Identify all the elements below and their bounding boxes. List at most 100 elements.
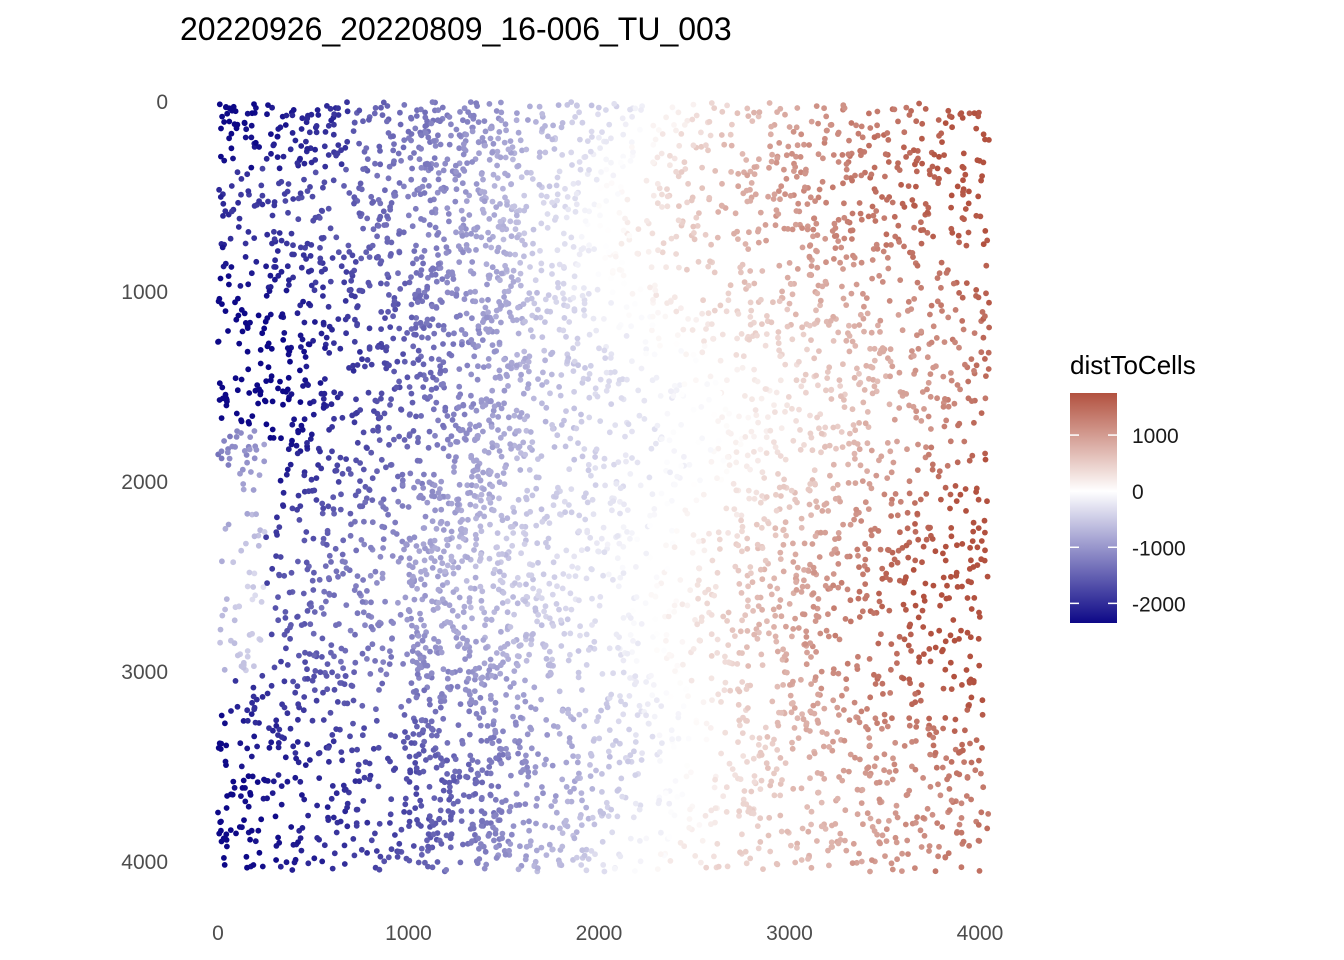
scatter-point	[933, 335, 940, 341]
scatter-point	[862, 595, 869, 602]
scatter-point	[469, 159, 476, 165]
scatter-point	[309, 193, 316, 200]
scatter-point	[295, 701, 302, 708]
scatter-point	[444, 273, 451, 280]
scatter-point	[395, 599, 401, 606]
scatter-point	[840, 266, 846, 272]
scatter-point	[299, 115, 306, 122]
scatter-point	[597, 145, 603, 152]
scatter-point	[441, 548, 447, 555]
scatter-point	[942, 557, 949, 564]
scatter-point	[944, 462, 951, 469]
scatter-point	[883, 826, 890, 833]
scatter-point	[841, 707, 847, 713]
scatter-point	[321, 842, 328, 849]
scatter-point	[772, 409, 778, 415]
scatter-point	[357, 478, 363, 484]
scatter-point	[481, 660, 488, 667]
scatter-point	[732, 210, 739, 217]
scatter-point	[899, 327, 906, 334]
scatter-point	[325, 152, 332, 158]
scatter-point	[559, 843, 566, 850]
scatter-point	[983, 373, 989, 379]
scatter-point	[324, 804, 331, 810]
scatter-point	[322, 163, 329, 170]
scatter-point	[862, 420, 869, 427]
scatter-point	[975, 496, 982, 503]
scatter-point	[526, 818, 532, 825]
scatter-point	[437, 698, 444, 705]
scatter-point	[220, 200, 227, 207]
scatter-point	[595, 111, 601, 118]
scatter-point	[649, 733, 656, 740]
scatter-point	[253, 511, 259, 518]
scatter-point	[928, 302, 935, 309]
scatter-point	[387, 820, 393, 826]
scatter-point	[330, 738, 337, 745]
scatter-point	[486, 156, 493, 163]
scatter-point	[380, 545, 386, 551]
scatter-point	[750, 755, 757, 762]
scatter-point	[706, 194, 713, 201]
scatter-point	[652, 282, 658, 289]
scatter-point	[885, 265, 892, 272]
scatter-point	[601, 549, 608, 556]
scatter-point	[918, 418, 925, 424]
scatter-point	[428, 718, 435, 725]
scatter-point	[629, 113, 635, 120]
scatter-point	[501, 387, 508, 394]
scatter-point	[525, 117, 531, 123]
scatter-point	[483, 396, 490, 402]
scatter-point	[519, 147, 525, 154]
scatter-point	[720, 457, 727, 464]
scatter-point	[884, 440, 891, 446]
scatter-point	[342, 298, 349, 304]
scatter-point	[410, 343, 417, 350]
scatter-point	[685, 693, 691, 700]
scatter-point	[637, 802, 644, 809]
scatter-point	[561, 630, 568, 637]
scatter-point	[943, 270, 950, 276]
scatter-point	[572, 208, 579, 215]
scatter-point	[553, 182, 560, 189]
scatter-point	[419, 717, 426, 723]
scatter-point	[789, 226, 796, 233]
scatter-point	[947, 438, 954, 445]
scatter-point	[372, 160, 378, 167]
scatter-point	[518, 550, 524, 557]
scatter-point	[568, 606, 575, 613]
scatter-point	[430, 747, 437, 753]
scatter-point	[714, 234, 721, 241]
scatter-point	[354, 610, 361, 617]
scatter-point	[232, 299, 238, 306]
scatter-point	[497, 154, 504, 161]
scatter-point	[469, 615, 475, 622]
scatter-point	[851, 699, 858, 706]
scatter-point	[806, 243, 813, 249]
scatter-point	[576, 597, 582, 604]
scatter-point	[516, 414, 523, 420]
scatter-point	[815, 120, 821, 127]
scatter-point	[489, 264, 496, 271]
scatter-point	[567, 590, 574, 597]
scatter-point	[456, 481, 463, 488]
scatter-point	[678, 348, 684, 354]
scatter-point	[862, 540, 868, 547]
scatter-point	[448, 831, 455, 838]
scatter-point	[528, 745, 535, 752]
scatter-point	[482, 128, 489, 135]
scatter-point	[412, 559, 419, 566]
scatter-point	[948, 370, 954, 376]
scatter-point	[776, 188, 782, 195]
scatter-point	[729, 121, 735, 128]
scatter-point	[440, 666, 447, 673]
scatter-point	[959, 583, 965, 590]
scatter-point	[449, 607, 456, 614]
scatter-point	[454, 286, 460, 293]
scatter-point	[452, 768, 458, 775]
scatter-point	[444, 436, 451, 443]
scatter-point	[965, 229, 972, 236]
scatter-point	[496, 448, 503, 454]
scatter-point	[414, 585, 420, 592]
scatter-point	[246, 569, 253, 576]
